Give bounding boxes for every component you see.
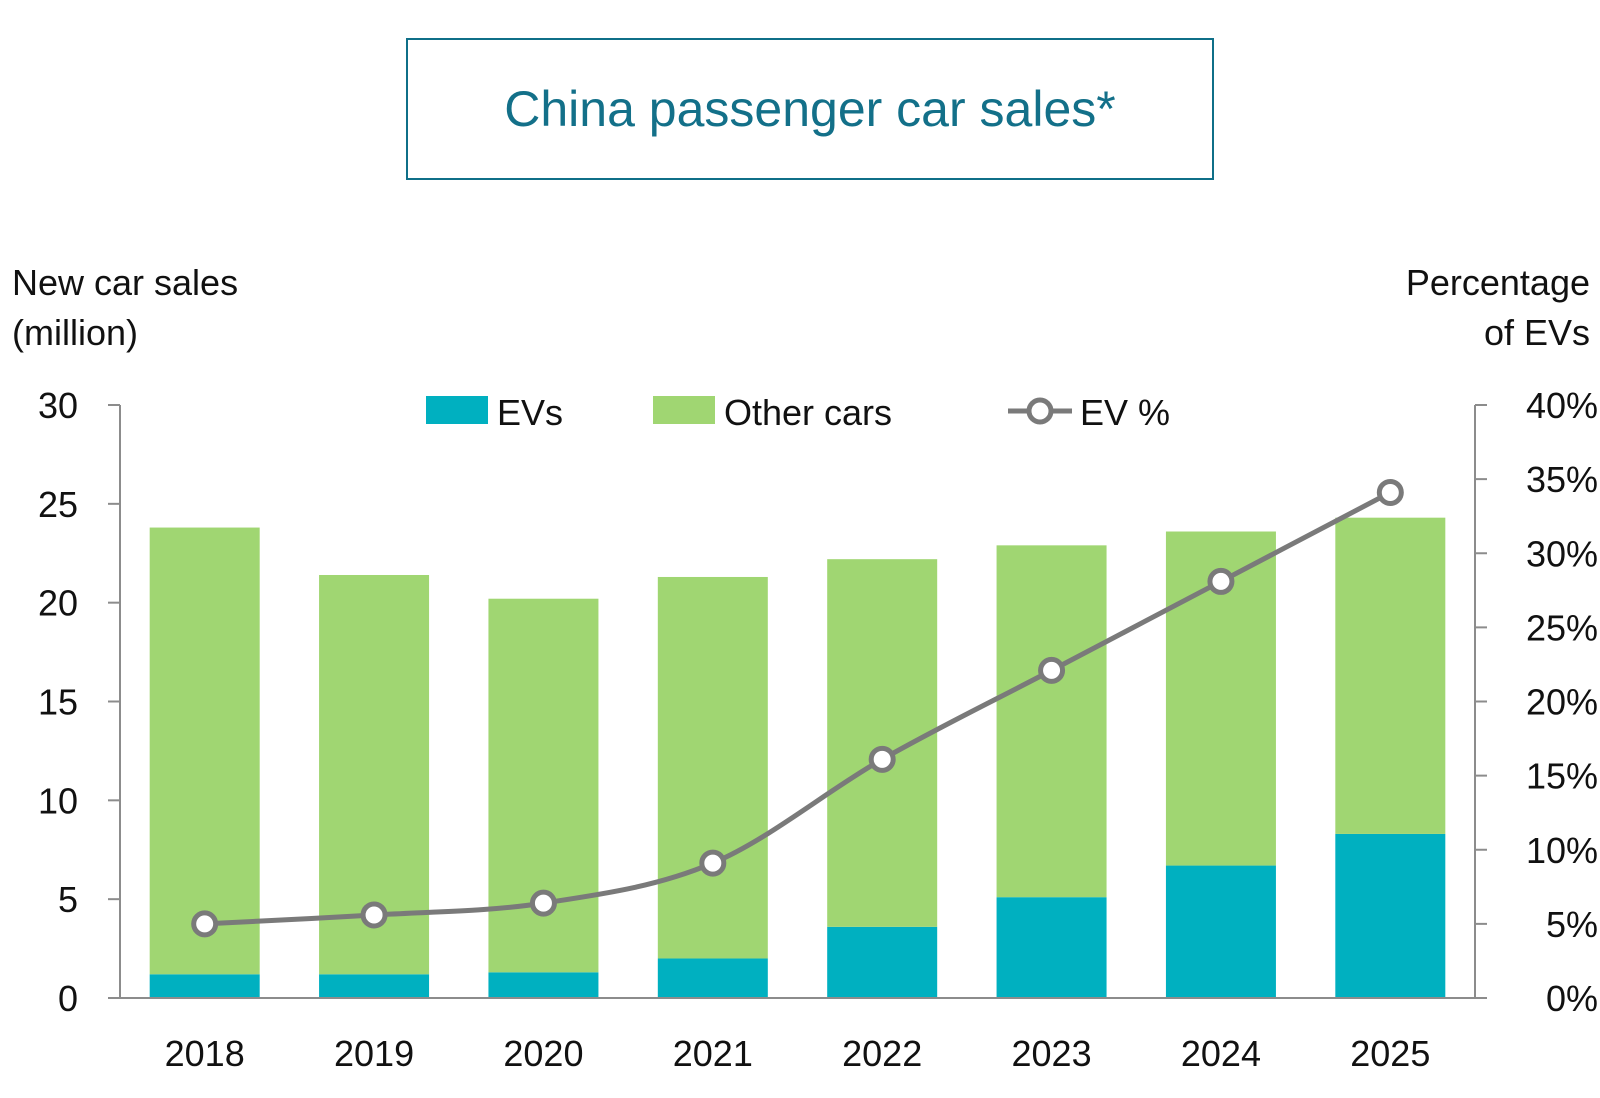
point-ev-percent-2022 [868, 745, 896, 773]
bar-evs-2024 [1165, 865, 1276, 998]
point-ev-percent-2024 [1207, 567, 1235, 595]
bar-evs-2021 [657, 958, 768, 998]
y-tick-label-left-5: 5 [58, 879, 78, 920]
y-tick-label-right-3: 15% [1526, 756, 1598, 797]
point-ev-percent-2020 [529, 889, 557, 917]
y-axis-left-title-line1: New car sales [12, 262, 239, 303]
line-ev-percent [204, 490, 1392, 927]
bar-evs-2020 [488, 972, 599, 998]
bar-other-cars-2025 [1335, 517, 1446, 834]
point-ev-percent-2023 [1038, 656, 1066, 684]
y-tick-label-right-6: 30% [1526, 533, 1598, 574]
bar-evs-2025 [1335, 833, 1446, 998]
y-axis-left-title-line2: (million) [12, 312, 138, 353]
y-tick-label-left-15: 15 [38, 682, 78, 723]
y-tick-label-right-0: 0% [1546, 978, 1598, 1019]
point-ev-percent-2021 [699, 849, 727, 877]
x-tick-label-2025: 2025 [1350, 1033, 1430, 1074]
x-tick-label-2024: 2024 [1181, 1033, 1261, 1074]
y-tick-label-right-1: 5% [1546, 904, 1598, 945]
y-tick-label-right-7: 35% [1526, 459, 1598, 500]
legend-marker-ev-percent [1026, 397, 1054, 425]
x-tick-label-2019: 2019 [334, 1033, 414, 1074]
bar-evs-2018 [149, 974, 260, 998]
y-tick-label-left-25: 25 [38, 484, 78, 525]
legend-label-other-cars: Other cars [724, 392, 892, 433]
bar-evs-2022 [827, 926, 938, 998]
y-tick-label-right-5: 25% [1526, 607, 1598, 648]
y-tick-label-left-10: 10 [38, 780, 78, 821]
bar-other-cars-2021 [657, 576, 768, 959]
y-tick-label-left-30: 30 [38, 385, 78, 426]
point-ev-percent-2018 [191, 910, 219, 938]
legend-swatch-other-cars [653, 396, 715, 424]
legend-swatch-evs [426, 396, 488, 424]
y-tick-label-right-8: 40% [1526, 385, 1598, 426]
y-axis-left-title: New car sales (million) [12, 258, 238, 358]
bar-evs-2019 [319, 974, 430, 998]
y-tick-label-left-0: 0 [58, 978, 78, 1019]
x-tick-label-2018: 2018 [165, 1033, 245, 1074]
bar-other-cars-2023 [996, 545, 1107, 898]
x-tick-label-2022: 2022 [842, 1033, 922, 1074]
y-axis-right-title: Percentage of EVs [1406, 258, 1590, 358]
y-tick-label-right-2: 10% [1526, 830, 1598, 871]
x-tick-label-2020: 2020 [503, 1033, 583, 1074]
x-tick-label-2023: 2023 [1012, 1033, 1092, 1074]
y-tick-label-right-4: 20% [1526, 682, 1598, 723]
point-ev-percent-2025 [1376, 478, 1404, 506]
point-ev-percent-2019 [360, 901, 388, 929]
chart-title: China passenger car sales* [406, 38, 1214, 180]
y-tick-label-left-20: 20 [38, 583, 78, 624]
bar-other-cars-2022 [827, 559, 938, 927]
y-axis-right-title-line1: Percentage [1405, 262, 1590, 303]
bar-other-cars-2018 [149, 527, 260, 975]
x-tick-label-2021: 2021 [673, 1033, 753, 1074]
bar-evs-2023 [996, 897, 1107, 998]
y-axis-right-title-line2: of EVs [1483, 312, 1590, 353]
legend-label-evs: EVs [497, 392, 563, 433]
legend-label-ev-percent: EV % [1080, 392, 1170, 433]
